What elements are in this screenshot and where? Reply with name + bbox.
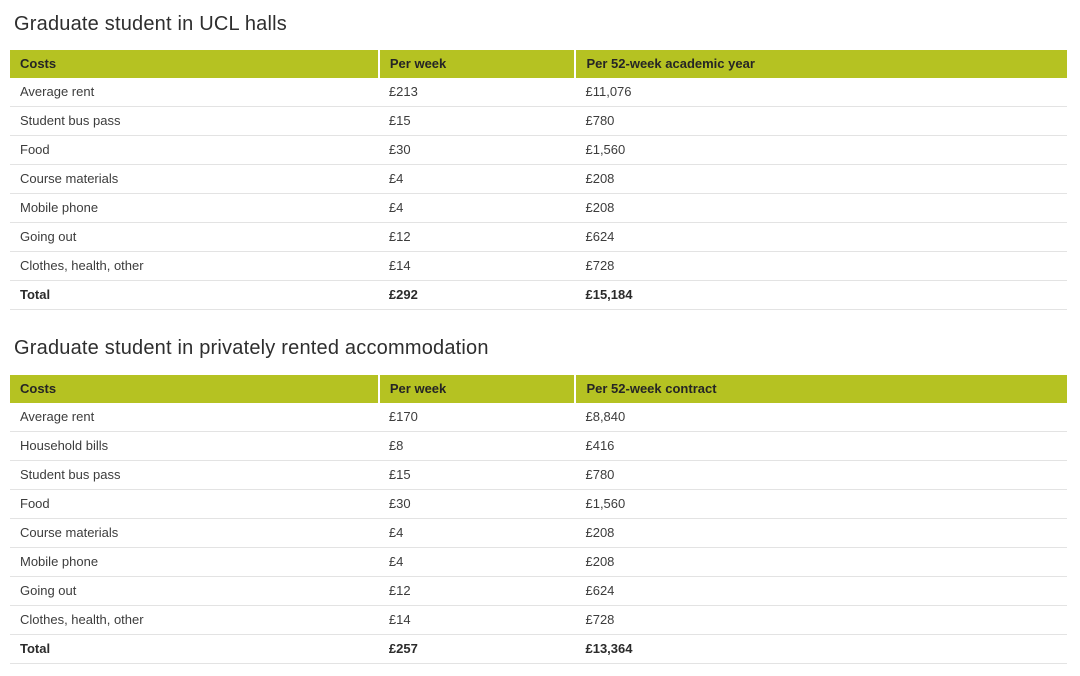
row-label-cell: Total — [10, 280, 379, 310]
per-week-cell: £15 — [378, 106, 576, 136]
table-row: Course materials £4 £208 — [10, 518, 1067, 548]
row-label-cell: Course materials — [10, 164, 379, 194]
per-week-cell: £4 — [378, 547, 576, 577]
per-week-cell: £30 — [378, 489, 576, 519]
table-header-row: Costs Per week Per 52-week contract — [10, 375, 1067, 403]
per-period-cell: £780 — [575, 460, 1067, 490]
per-period-cell: £208 — [575, 164, 1067, 194]
per-week-cell: £14 — [378, 605, 576, 635]
table-row: Household bills £8 £416 — [10, 431, 1067, 461]
row-label-cell: Average rent — [10, 403, 379, 432]
per-period-cell: £8,840 — [575, 403, 1067, 432]
per-week-cell: £14 — [378, 251, 576, 281]
table-header-row: Costs Per week Per 52-week academic year — [10, 50, 1067, 78]
table-row: Clothes, health, other £14 £728 — [10, 251, 1067, 281]
per-period-cell: £728 — [575, 251, 1067, 281]
column-header-per-week: Per week — [378, 50, 577, 78]
per-week-cell: £4 — [378, 164, 576, 194]
per-period-cell: £208 — [575, 193, 1067, 223]
per-week-cell: £213 — [378, 78, 576, 107]
per-period-cell: £728 — [575, 605, 1067, 635]
table-row: Average rent £213 £11,076 — [10, 78, 1067, 107]
per-period-cell: £624 — [575, 576, 1067, 606]
column-header-costs: Costs — [10, 50, 380, 78]
per-period-cell: £15,184 — [575, 280, 1067, 310]
per-week-cell: £170 — [378, 403, 576, 432]
table-row: Course materials £4 £208 — [10, 164, 1067, 194]
table-row: Average rent £170 £8,840 — [10, 403, 1067, 432]
row-label-cell: Clothes, health, other — [10, 251, 379, 281]
per-week-cell: £4 — [378, 193, 576, 223]
table-row: Food £30 £1,560 — [10, 489, 1067, 519]
per-period-cell: £208 — [575, 547, 1067, 577]
per-week-cell: £12 — [378, 222, 576, 252]
section-title-private-rent: Graduate student in privately rented acc… — [14, 337, 489, 359]
per-week-cell: £4 — [378, 518, 576, 548]
per-week-cell: £15 — [378, 460, 576, 490]
table-row: Mobile phone £4 £208 — [10, 547, 1067, 577]
row-label-cell: Clothes, health, other — [10, 605, 379, 635]
row-label-cell: Household bills — [10, 431, 379, 461]
row-label-cell: Student bus pass — [10, 460, 379, 490]
per-week-cell: £8 — [378, 431, 576, 461]
row-label-cell: Average rent — [10, 78, 379, 107]
table-row: Student bus pass £15 £780 — [10, 460, 1067, 490]
per-period-cell: £780 — [575, 106, 1067, 136]
total-row: Total £292 £15,184 — [10, 280, 1067, 310]
per-week-cell: £30 — [378, 135, 576, 165]
table-row: Going out £12 £624 — [10, 576, 1067, 606]
row-label-cell: Total — [10, 634, 379, 664]
private-rent-section: Graduate student in privately rented acc… — [10, 310, 1067, 664]
per-period-cell: £208 — [575, 518, 1067, 548]
table-row: Going out £12 £624 — [10, 222, 1067, 252]
per-period-cell: £1,560 — [575, 489, 1067, 519]
per-period-cell: £11,076 — [575, 78, 1067, 107]
section-title-ucl-halls: Graduate student in UCL halls — [14, 13, 287, 35]
table-row: Student bus pass £15 £780 — [10, 106, 1067, 136]
column-header-per-week: Per week — [378, 375, 577, 403]
row-label-cell: Going out — [10, 576, 379, 606]
column-header-costs: Costs — [10, 375, 380, 403]
ucl-halls-costs-table: Costs Per week Per 52-week academic year… — [10, 50, 1067, 310]
total-row: Total £257 £13,364 — [10, 634, 1067, 664]
column-header-per-period: Per 52-week academic year — [575, 50, 1067, 78]
row-label-cell: Course materials — [10, 518, 379, 548]
row-label-cell: Food — [10, 489, 379, 519]
table-row: Clothes, health, other £14 £728 — [10, 605, 1067, 635]
ucl-halls-section: Graduate student in UCL halls Costs Per … — [10, 0, 1067, 310]
per-period-cell: £1,560 — [575, 135, 1067, 165]
per-week-cell: £12 — [378, 576, 576, 606]
row-label-cell: Mobile phone — [10, 547, 379, 577]
per-week-cell: £257 — [378, 634, 576, 664]
per-period-cell: £624 — [575, 222, 1067, 252]
per-period-cell: £416 — [575, 431, 1067, 461]
row-label-cell: Student bus pass — [10, 106, 379, 136]
private-rent-costs-table: Costs Per week Per 52-week contract Aver… — [10, 375, 1067, 664]
table-row: Mobile phone £4 £208 — [10, 193, 1067, 223]
row-label-cell: Mobile phone — [10, 193, 379, 223]
table-row: Food £30 £1,560 — [10, 135, 1067, 165]
per-week-cell: £292 — [378, 280, 576, 310]
per-period-cell: £13,364 — [575, 634, 1067, 664]
row-label-cell: Food — [10, 135, 379, 165]
column-header-per-period: Per 52-week contract — [575, 375, 1067, 403]
row-label-cell: Going out — [10, 222, 379, 252]
